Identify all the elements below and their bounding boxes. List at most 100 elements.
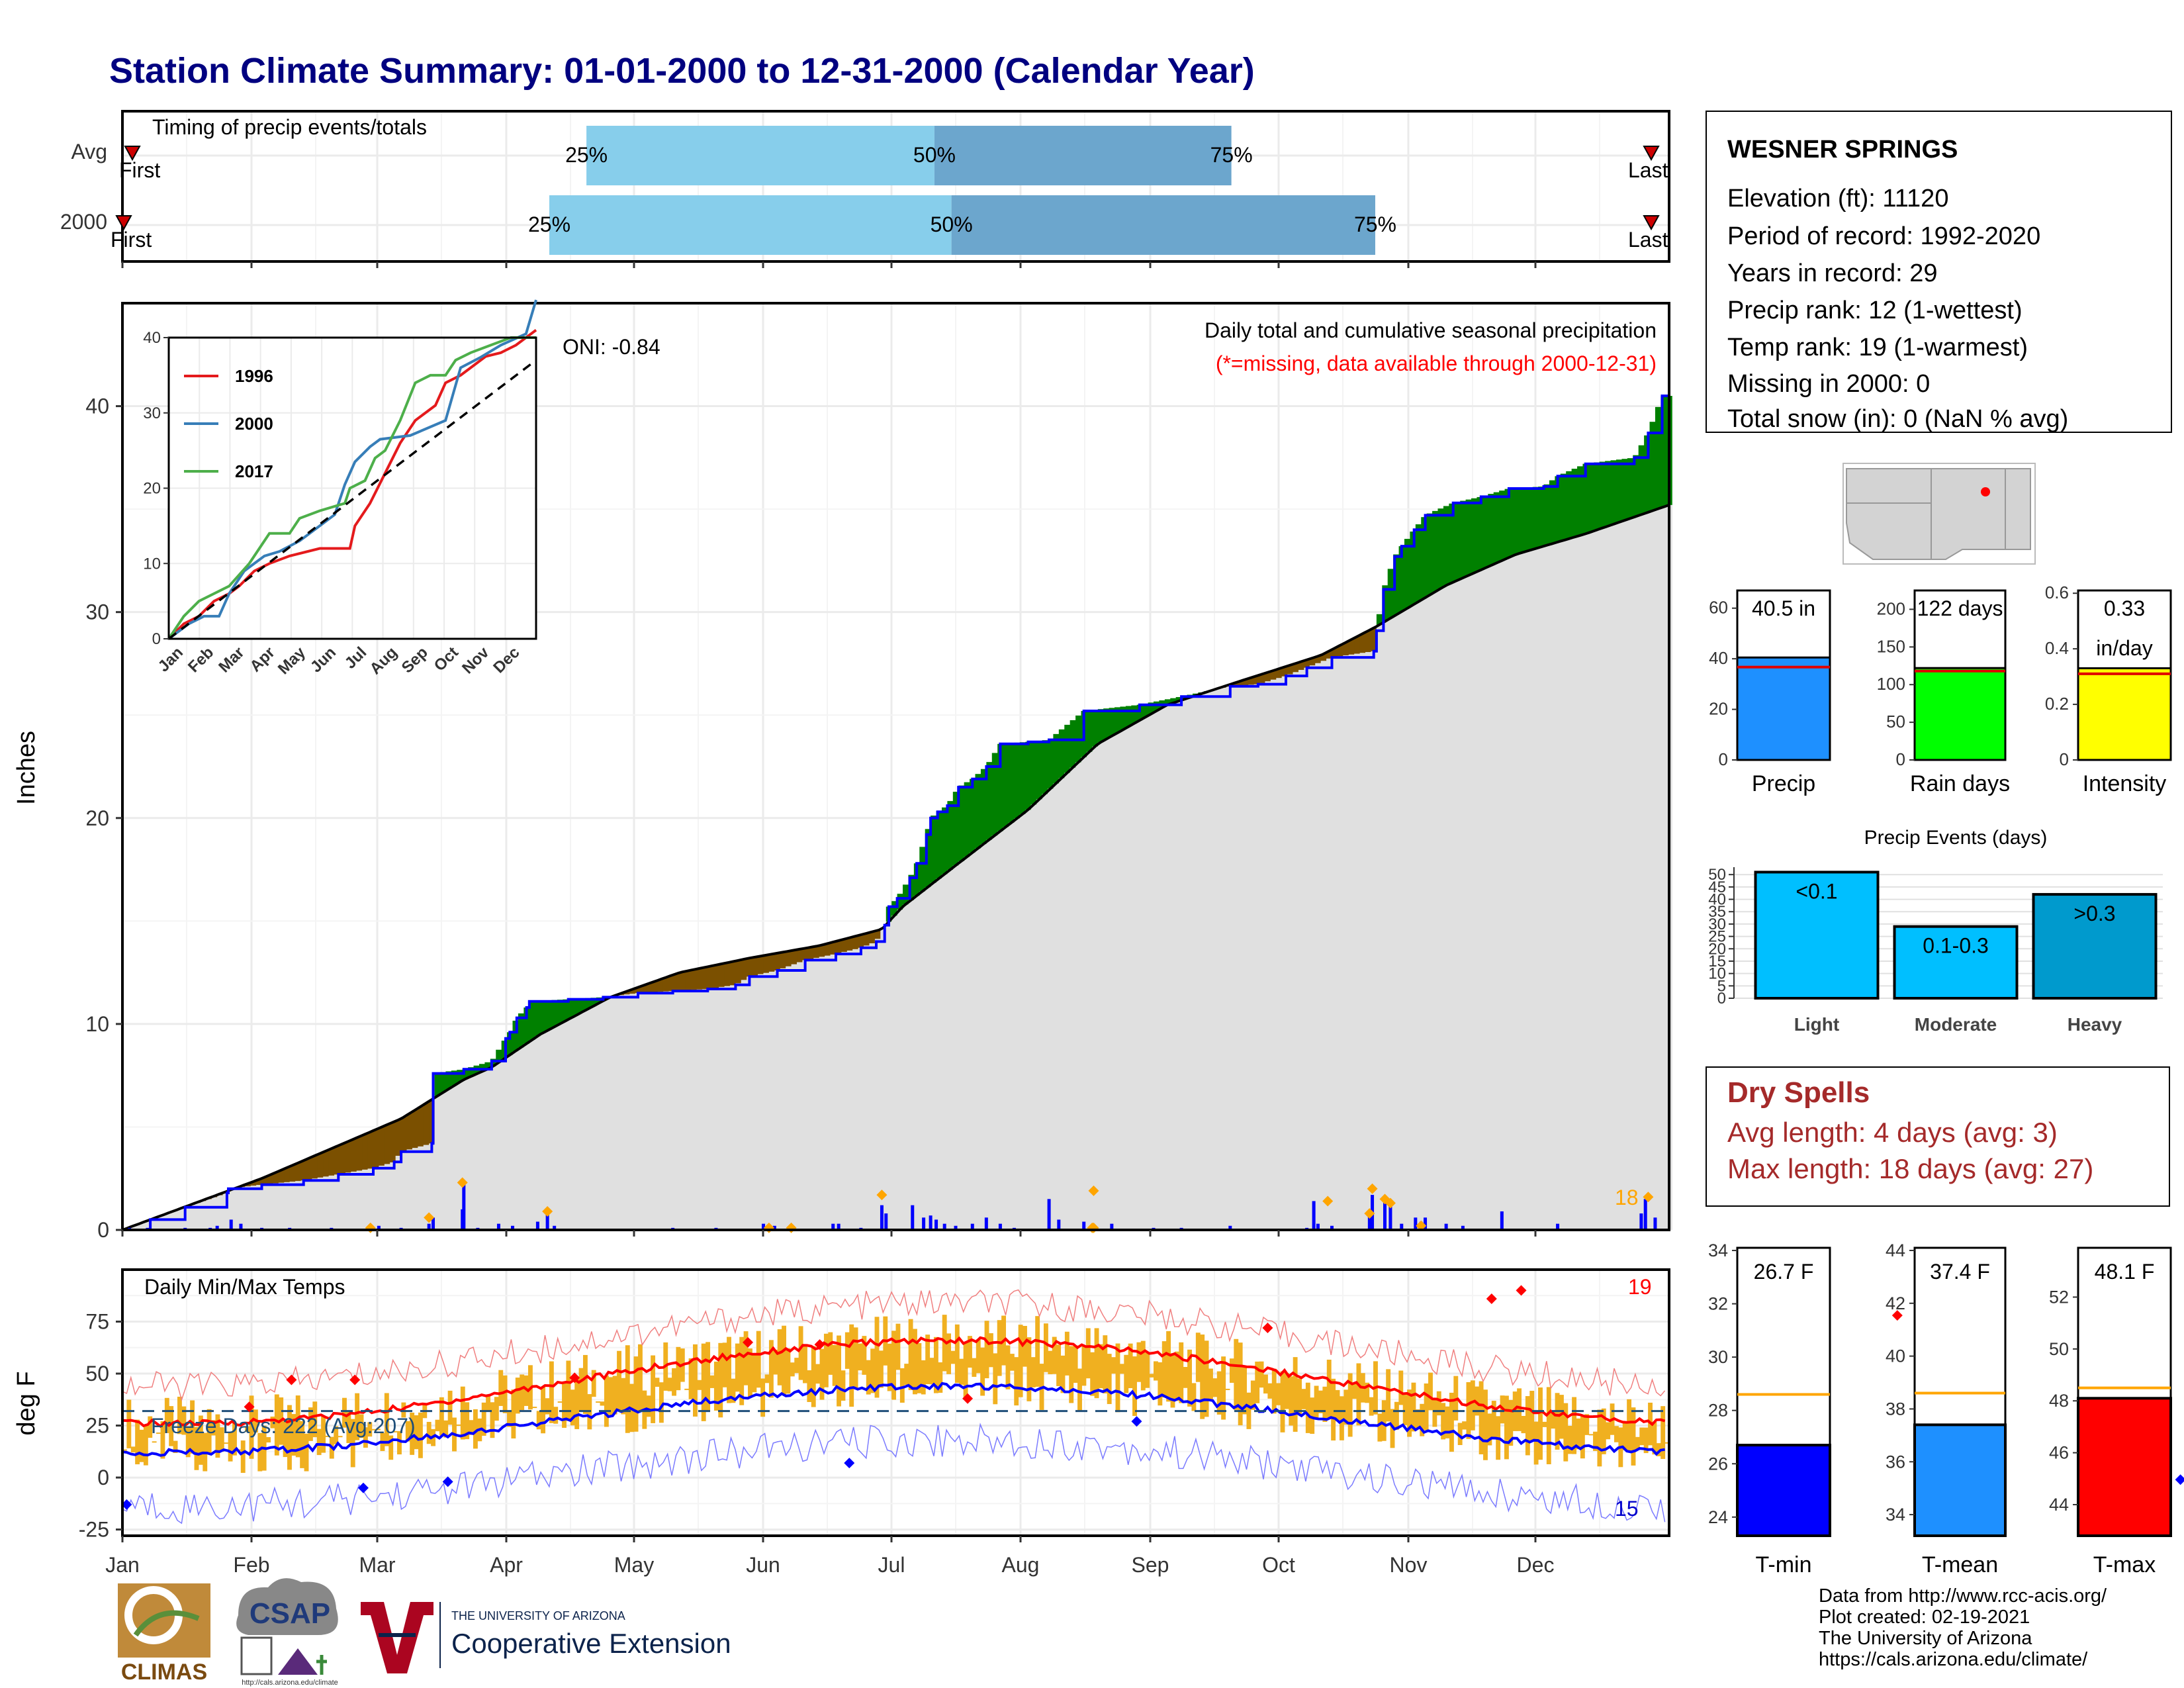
daily-temp-range-bar: [414, 1415, 419, 1450]
surplus-area: [579, 998, 586, 1012]
mini-y-tick-label: 40: [1709, 648, 1728, 668]
daily-temp-range-bar: [713, 1361, 719, 1411]
daily-temp-range-bar: [139, 1429, 144, 1462]
daily-temp-range-bar: [954, 1324, 960, 1383]
cumulative-avg-area: [568, 1017, 574, 1230]
daily-precip-bar: [761, 1223, 765, 1230]
heavy-event-marker: [1364, 1208, 1375, 1219]
climas-logo: CLIMAS: [118, 1583, 210, 1685]
cumulative-avg-area: [1326, 658, 1333, 1230]
mini-y-tick-label: 50: [1886, 712, 1905, 731]
cumulative-avg-area: [1115, 733, 1121, 1230]
surplus-area: [1504, 489, 1511, 559]
daily-temp-range-bar: [1428, 1372, 1433, 1411]
mini-y-tick-label: 100: [1877, 674, 1905, 694]
surplus-area: [936, 811, 942, 879]
cumulative-avg-area: [1488, 565, 1494, 1230]
daily-temp-range-bar: [1398, 1370, 1404, 1405]
surplus-area: [1047, 738, 1054, 789]
daily-temp-range-bar: [1212, 1378, 1218, 1397]
cumulative-avg-area: [512, 1051, 519, 1230]
deficit-area: [1298, 661, 1304, 670]
deficit-area: [334, 1146, 341, 1175]
cumulative-avg-area: [886, 921, 892, 1230]
temp-bar-category-label: T-mean: [1922, 1552, 1998, 1577]
record-low-marker: [844, 1458, 855, 1469]
surplus-area: [1170, 698, 1177, 703]
daily-temp-range-bar: [1652, 1421, 1657, 1455]
surplus-area: [947, 801, 954, 870]
cumulative-avg-area: [1393, 615, 1400, 1230]
cumulative-avg-area: [228, 1190, 235, 1230]
mini-bar-category-label: Precip: [1752, 771, 1815, 796]
cumulative-avg-area: [278, 1182, 285, 1230]
cumulative-avg-area: [724, 986, 731, 1230]
cumulative-avg-area: [373, 1167, 379, 1230]
daily-temp-range-bar: [1090, 1352, 1095, 1396]
daily-temp-range-bar: [507, 1411, 512, 1427]
daily-temp-range-bar: [752, 1354, 757, 1393]
deficit-area: [390, 1122, 396, 1162]
daily-temp-range-bar: [1145, 1352, 1150, 1388]
cumulative-avg-area: [1415, 602, 1422, 1230]
cumulative-avg-area: [496, 1062, 502, 1230]
daily-temp-range-bar: [968, 1336, 972, 1368]
cumulative-avg-area: [607, 997, 614, 1230]
daily-temp-range-bar: [460, 1386, 465, 1440]
daily-temp-range-bar: [578, 1368, 584, 1412]
daily-temp-range-bar: [727, 1336, 731, 1403]
surplus-area: [1009, 743, 1015, 823]
cumulative-avg-area: [747, 976, 753, 1230]
daily-precip-bar: [432, 1217, 435, 1230]
deficit-area: [719, 964, 725, 987]
surplus-area: [546, 1000, 553, 1030]
surplus-area: [484, 1062, 491, 1070]
cumulative-avg-area: [1220, 687, 1227, 1230]
month-tick-label: Apr: [490, 1553, 523, 1577]
deficit-area: [1365, 630, 1372, 653]
daily-temp-range-bar: [334, 1426, 339, 1444]
daily-temp-range-bar: [1606, 1422, 1611, 1440]
cumulative-avg-area: [484, 1069, 491, 1230]
daily-temp-range-bar: [300, 1421, 305, 1468]
avg-cumulative-line: [122, 504, 1670, 1231]
cumulative-avg-area: [200, 1201, 206, 1230]
deficit-area: [1359, 633, 1366, 653]
deficit-area: [1231, 682, 1238, 686]
deficit-area: [256, 1179, 263, 1186]
daily-temp-range-bar: [1166, 1331, 1171, 1402]
cumulative-avg-area: [1164, 704, 1171, 1230]
daily-temp-range-bar: [1436, 1391, 1441, 1416]
daily-temp-range-bar: [794, 1358, 799, 1374]
cumulative-avg-area: [1075, 762, 1082, 1230]
temp-y-tick-label: 32: [1708, 1294, 1728, 1314]
daily-precip-bar: [215, 1225, 219, 1230]
daily-temp-range-bar: [676, 1346, 681, 1391]
daily-temp-range-bar: [743, 1331, 749, 1385]
y-tick-label: 0: [97, 1218, 109, 1242]
events-y-tick-label: 5: [1717, 977, 1726, 995]
daily-temp-range-bar: [245, 1426, 250, 1432]
daily-precip-bar: [511, 1225, 515, 1230]
deficit-area: [362, 1134, 369, 1170]
daily-temp-range-bar: [316, 1429, 322, 1456]
daily-temp-range-bar: [786, 1348, 791, 1394]
daily-temp-range-bar: [1200, 1335, 1205, 1419]
daily-temp-range-bar: [338, 1436, 343, 1438]
cumulative-avg-area: [1231, 686, 1238, 1230]
cumulative-2000-line: [122, 395, 1669, 1231]
daily-precip-bar: [954, 1225, 958, 1230]
daily-temp-range-bar: [1377, 1413, 1383, 1442]
daily-temp-range-bar: [447, 1390, 453, 1425]
daily-temp-range-bar: [1415, 1409, 1420, 1428]
y-tick-label: 30: [85, 600, 109, 624]
cumulative-avg-area: [546, 1029, 553, 1230]
surplus-area: [1516, 488, 1522, 554]
deficit-area: [825, 943, 831, 956]
cumulative-avg-area: [1566, 538, 1572, 1230]
daily-precip-bar: [1057, 1219, 1061, 1230]
daily-temp-range-bar: [811, 1346, 816, 1407]
daily-temp-range-bar: [1551, 1410, 1556, 1429]
month-tick-label: Nov: [1390, 1553, 1428, 1577]
daily-temp-range-bar: [1470, 1380, 1475, 1430]
